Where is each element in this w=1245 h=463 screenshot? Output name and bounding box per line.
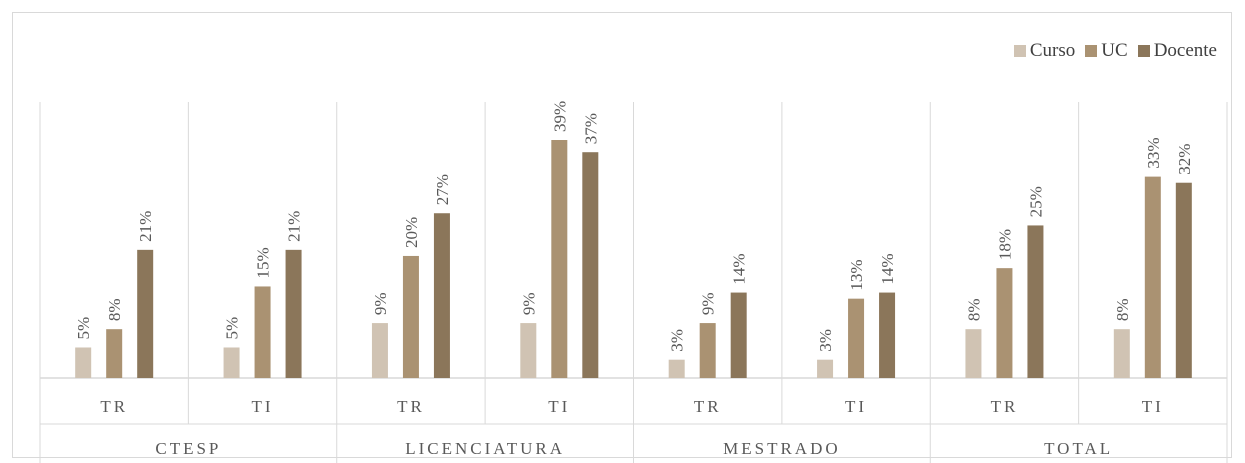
category-label: TR	[694, 397, 722, 416]
data-label: 9%	[699, 292, 718, 315]
legend-swatch-docente	[1137, 45, 1150, 57]
data-label: 20%	[402, 217, 421, 248]
data-label: 8%	[1113, 299, 1132, 322]
bar-curso	[371, 323, 388, 378]
bar-uc	[1144, 176, 1161, 378]
category-label: TR	[991, 397, 1019, 416]
legend-swatch-uc	[1085, 45, 1098, 57]
data-label: 25%	[1026, 186, 1045, 217]
chart-frame	[12, 12, 1232, 458]
bar-uc	[551, 140, 568, 378]
bar-curso	[668, 359, 685, 378]
data-label: 13%	[847, 259, 866, 290]
group-label: MESTRADO	[723, 439, 841, 458]
bar-docente	[582, 152, 599, 378]
bar-docente	[730, 292, 747, 378]
data-label: 3%	[816, 329, 835, 352]
legend-label-docente: Docente	[1153, 40, 1217, 61]
category-label: TI	[252, 397, 274, 416]
category-label: TR	[100, 397, 128, 416]
data-label: 39%	[550, 101, 569, 132]
legend-label-curso: Curso	[1029, 40, 1076, 61]
category-label: TI	[1142, 397, 1164, 416]
bar-docente	[879, 292, 896, 378]
data-label: 33%	[1144, 137, 1163, 168]
bar-uc	[848, 298, 865, 378]
data-label: 32%	[1175, 144, 1194, 175]
bar-uc	[996, 268, 1013, 378]
bar-docente	[137, 249, 154, 378]
data-label: 5%	[74, 317, 93, 340]
data-label: 18%	[995, 229, 1014, 260]
legend-item-uc: UC	[1085, 40, 1128, 62]
bar-curso	[75, 347, 92, 378]
legend-label-uc: UC	[1101, 40, 1128, 61]
bar-docente	[433, 213, 450, 378]
legend-item-docente: Docente	[1137, 40, 1217, 62]
legend-item-curso: Curso	[1013, 40, 1076, 62]
bar-curso	[520, 323, 537, 378]
bar-uc	[254, 286, 271, 378]
data-label: 27%	[433, 174, 452, 205]
data-label: 21%	[285, 211, 304, 242]
group-label: LICENCIATURA	[405, 439, 565, 458]
data-label: 37%	[581, 113, 600, 144]
category-label: TI	[845, 397, 867, 416]
bar-uc	[699, 323, 716, 378]
bar-docente	[1027, 225, 1044, 378]
data-label: 14%	[730, 253, 749, 284]
bar-docente	[285, 249, 302, 378]
category-label: TR	[397, 397, 425, 416]
bar-curso	[965, 329, 982, 378]
data-label: 15%	[254, 247, 273, 278]
data-label: 9%	[371, 292, 390, 315]
data-label: 3%	[668, 329, 687, 352]
category-label: TI	[548, 397, 570, 416]
bar-curso	[223, 347, 240, 378]
bar-uc	[402, 255, 419, 378]
legend-swatch-curso	[1013, 45, 1026, 57]
data-label: 21%	[136, 211, 155, 242]
data-label: 9%	[519, 292, 538, 315]
bar-curso	[817, 359, 834, 378]
data-label: 8%	[964, 299, 983, 322]
group-label: TOTAL	[1044, 439, 1113, 458]
group-label: CTESP	[155, 439, 221, 458]
bar-uc	[106, 329, 123, 378]
data-label: 8%	[105, 299, 124, 322]
bar-docente	[1175, 182, 1192, 378]
legend: Curso UC Docente	[1004, 40, 1217, 62]
data-label: 14%	[878, 253, 897, 284]
data-label: 5%	[223, 317, 242, 340]
bar-curso	[1113, 329, 1130, 378]
